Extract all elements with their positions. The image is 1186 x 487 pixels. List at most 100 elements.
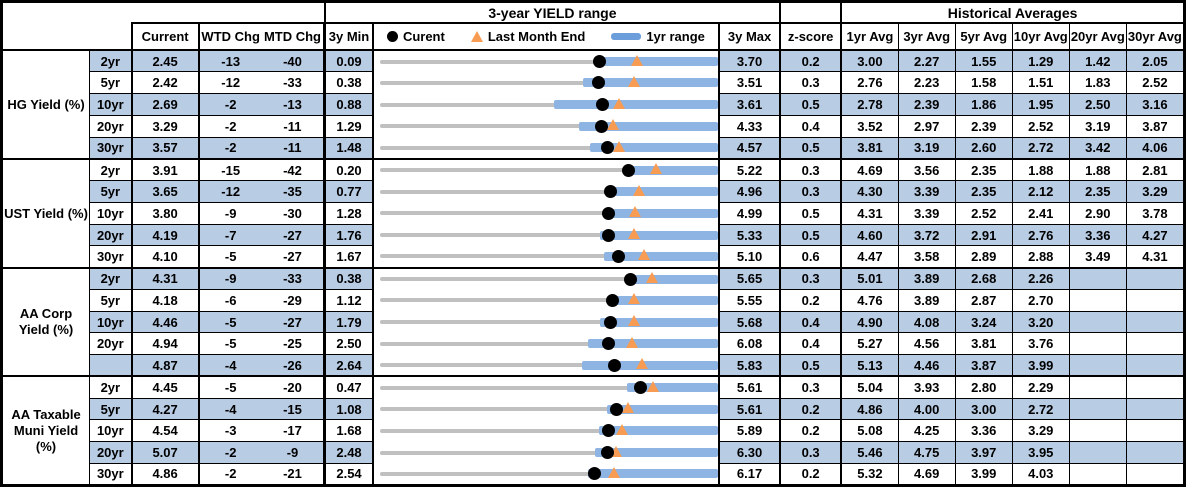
range-chart-cell	[371, 398, 721, 420]
z-score-cell: 0.5	[779, 93, 843, 116]
avg-cell: 2.81	[1125, 157, 1186, 182]
avg-cell	[1125, 266, 1186, 290]
wtd-chg-cell: -2	[197, 462, 262, 487]
mtd-chg-cell: -35	[261, 180, 326, 203]
avg-cell: 4.90	[840, 310, 899, 334]
current-cell: 3.80	[130, 201, 200, 225]
1yr-range-bar	[604, 251, 718, 261]
avg-cell	[1068, 375, 1127, 399]
avg-cell: 3.36	[1068, 223, 1127, 247]
current-cell: 2.69	[130, 93, 200, 116]
avg-cell: 1.58	[954, 71, 1013, 95]
avg-cell: 2.05	[1125, 49, 1186, 73]
current-dot-marker	[621, 163, 635, 177]
3y-range-track	[379, 124, 716, 129]
3y-max-cell: 5.55	[718, 288, 782, 312]
3y-max-cell: 4.99	[718, 201, 782, 225]
zscore-header-blank	[779, 1, 843, 24]
avg-cell: 2.35	[954, 157, 1013, 182]
current-dot-marker	[604, 185, 618, 199]
current-cell: 4.45	[130, 375, 200, 399]
avg-cell	[1125, 332, 1186, 356]
3y-min-cell: 1.28	[323, 201, 374, 225]
avg-cell: 1.51	[1011, 71, 1070, 95]
table-row: 10yr 4.54 -3 -17 1.68 5.89 0.2 5.08 4.25 3.36 3.29	[2, 419, 1186, 443]
avg-cell: 4.06	[1125, 136, 1186, 160]
yield-range-chart	[375, 224, 718, 246]
wtd-chg-cell: -2	[197, 114, 262, 138]
current-cell: 4.10	[130, 245, 200, 269]
mtd-chg-cell: -13	[261, 93, 326, 116]
table-row: 30yr 3.57 -2 -11 1.48 4.57 0.5 3.81 3.19 2.60 2.72…	[2, 136, 1186, 160]
3y-range-track	[379, 450, 716, 455]
3y-range-track	[379, 407, 716, 412]
range-chart-cell	[371, 71, 721, 94]
avg-cell: 4.31	[840, 201, 899, 225]
header-row-columns: Current WTD Chg MTD Chg 3y Min Curent La…	[2, 22, 1186, 52]
avg-cell: 3.99	[1011, 354, 1070, 377]
table-row: 4.87 -4 -26 2.64 5.83 0.5 5.13 4.46 3.87 3.99	[2, 354, 1186, 377]
avg-cell: 4.86	[840, 397, 899, 421]
avg-cell: 1.55	[954, 49, 1013, 73]
current-cell: 4.27	[130, 397, 200, 421]
col-header-1yr-avg: 1yr Avg	[840, 22, 899, 52]
z-score-cell: 0.5	[779, 201, 843, 225]
legend-items: Curent Last Month End 1yr range	[375, 25, 717, 48]
avg-cell: 5.13	[840, 354, 899, 377]
current-cell: 4.18	[130, 288, 200, 312]
avg-cell: 4.03	[1011, 462, 1070, 487]
legend-label-1yr-range: 1yr range	[646, 29, 705, 45]
3y-range-track	[379, 80, 716, 85]
1yr-range-bar	[553, 100, 718, 110]
tenor-cell: 30yr	[89, 245, 133, 269]
avg-cell: 2.76	[1011, 223, 1070, 247]
tenor-cell: 10yr	[89, 419, 133, 443]
range-chart-cell	[371, 441, 721, 464]
3y-range-track	[379, 320, 716, 325]
avg-cell	[1125, 310, 1186, 334]
1yr-range-bar	[628, 274, 718, 284]
tenor-cell: 20yr	[89, 332, 133, 356]
avg-cell: 4.69	[897, 462, 956, 487]
table-row: 20yr 4.19 -7 -27 1.76 5.33 0.5 4.60 3.72 2.91 2.76…	[2, 223, 1186, 247]
yield-range-chart	[375, 378, 718, 398]
col-header-5yr-avg: 5yr Avg	[954, 22, 1013, 52]
mtd-chg-cell: -17	[261, 419, 326, 443]
one-year-range-bar-icon	[611, 33, 642, 41]
avg-cell: 2.29	[1011, 375, 1070, 399]
col-header-20yr-avg: 20yr Avg	[1068, 22, 1127, 52]
range-chart-cell	[371, 311, 721, 333]
3y-range-track	[379, 59, 716, 64]
mtd-chg-cell: -15	[261, 397, 326, 421]
mtd-chg-cell: -9	[261, 441, 326, 464]
avg-cell	[1125, 288, 1186, 312]
current-cell: 3.91	[130, 157, 200, 182]
tenor-cell: 30yr	[89, 462, 133, 487]
range-chart-cell	[371, 375, 721, 399]
last-month-end-marker	[609, 445, 622, 457]
z-score-cell: 0.5	[779, 136, 843, 160]
tenor-cell: 5yr	[89, 397, 133, 421]
avg-cell: 2.23	[897, 71, 956, 95]
table-row: UST Yield (%) 2yr 3.91 -15 -42 0.20 5.22 0.3 4.6…	[0, 157, 1186, 269]
table-row: AA Taxable Muni Yield (%) 2yr 4.45 -5 -20 0.4…	[0, 375, 1186, 487]
tenor-cell: 30yr	[89, 136, 133, 160]
mtd-chg-cell: -27	[261, 223, 326, 247]
avg-cell: 2.35	[954, 180, 1013, 203]
mtd-chg-cell: -27	[261, 245, 326, 269]
current-dot-marker	[596, 98, 610, 112]
z-score-cell: 0.2	[779, 397, 843, 421]
last-month-end-marker	[627, 315, 640, 327]
avg-cell	[1125, 397, 1186, 421]
avg-cell	[1068, 462, 1127, 487]
table-row: 20yr 5.07 -2 -9 2.48 6.30 0.3 5.46 4.75 3.97 3.95	[2, 441, 1186, 464]
current-dot-marker	[588, 467, 602, 481]
legend-item-1yr-range: 1yr range	[611, 29, 705, 44]
z-score-cell: 0.5	[779, 354, 843, 377]
avg-cell: 3.58	[897, 245, 956, 269]
avg-cell: 5.27	[840, 332, 899, 356]
col-header-3y-min: 3y Min	[323, 22, 374, 52]
3y-min-cell: 1.48	[323, 136, 374, 160]
last-month-end-marker	[628, 293, 641, 305]
